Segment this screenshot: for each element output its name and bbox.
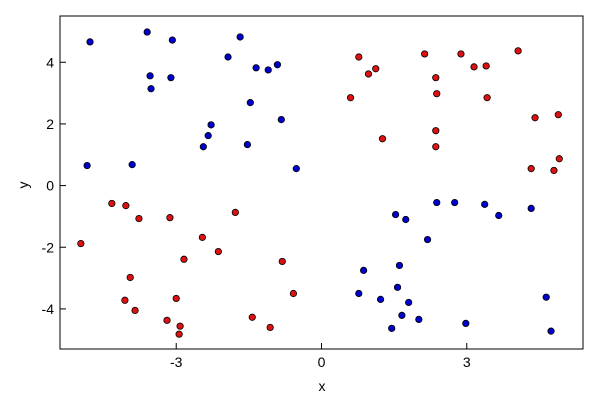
point (168, 36, 176, 44)
point (143, 28, 151, 36)
point (554, 111, 562, 119)
x-tick-label: 0 (318, 354, 326, 370)
point (207, 121, 215, 129)
point (126, 273, 134, 282)
point (364, 70, 373, 78)
plot-frame (59, 15, 584, 350)
point (421, 50, 429, 58)
point (146, 72, 154, 80)
point (292, 165, 300, 173)
point (393, 283, 402, 291)
point (355, 53, 363, 61)
point (122, 202, 130, 210)
point (175, 330, 183, 338)
point (481, 200, 489, 208)
point (433, 198, 441, 207)
x-tick-label: 3 (463, 354, 471, 370)
point (378, 135, 387, 143)
point (470, 63, 478, 71)
point (495, 211, 503, 220)
point (432, 74, 440, 82)
point (128, 161, 136, 169)
y-tick-label: 4 (46, 54, 54, 70)
point (433, 90, 441, 98)
point (415, 315, 423, 323)
point (180, 255, 188, 263)
point (108, 199, 116, 208)
y-tick-label: -4 (42, 301, 55, 317)
point (264, 66, 272, 74)
point (527, 165, 535, 173)
point (273, 61, 282, 69)
point (388, 324, 396, 332)
point (224, 53, 232, 61)
point (398, 311, 406, 319)
point (482, 62, 490, 70)
point (514, 47, 522, 55)
point (432, 143, 440, 151)
point (278, 257, 286, 266)
point (147, 85, 155, 93)
point (555, 155, 563, 163)
point (83, 161, 91, 170)
point (531, 114, 539, 122)
point (172, 294, 180, 303)
point (167, 74, 175, 82)
point (86, 38, 94, 46)
point (135, 214, 143, 223)
point (176, 322, 184, 330)
point (131, 306, 139, 315)
point (77, 239, 85, 248)
point (199, 143, 207, 151)
point (527, 204, 535, 212)
point (236, 33, 244, 41)
point (248, 313, 256, 321)
point (376, 295, 385, 303)
point (289, 289, 298, 298)
y-tick-label: -2 (42, 239, 55, 255)
point (231, 208, 239, 217)
point (451, 198, 459, 207)
point (542, 293, 550, 301)
point (391, 210, 400, 219)
point (166, 214, 174, 222)
point (462, 319, 470, 328)
point (346, 94, 355, 102)
point (214, 247, 222, 256)
point (355, 289, 363, 298)
point (360, 266, 368, 274)
point (204, 132, 212, 140)
point (457, 50, 465, 58)
point (547, 327, 555, 335)
y-axis-label: y (15, 182, 31, 189)
point (432, 127, 440, 135)
x-axis-label: x (319, 378, 326, 394)
point (246, 99, 254, 107)
point (277, 116, 285, 124)
point (550, 166, 558, 175)
point (402, 215, 410, 224)
point (266, 323, 274, 332)
point (372, 65, 380, 73)
point (243, 140, 252, 149)
point (405, 298, 413, 307)
x-tick-label: -3 (170, 354, 183, 370)
y-tick-label: 0 (46, 178, 54, 194)
point (252, 64, 260, 72)
point (163, 316, 171, 324)
point (198, 233, 206, 241)
point (395, 261, 404, 270)
point (483, 94, 491, 102)
point (423, 235, 432, 244)
point (121, 296, 129, 304)
y-tick-label: 2 (46, 116, 54, 132)
